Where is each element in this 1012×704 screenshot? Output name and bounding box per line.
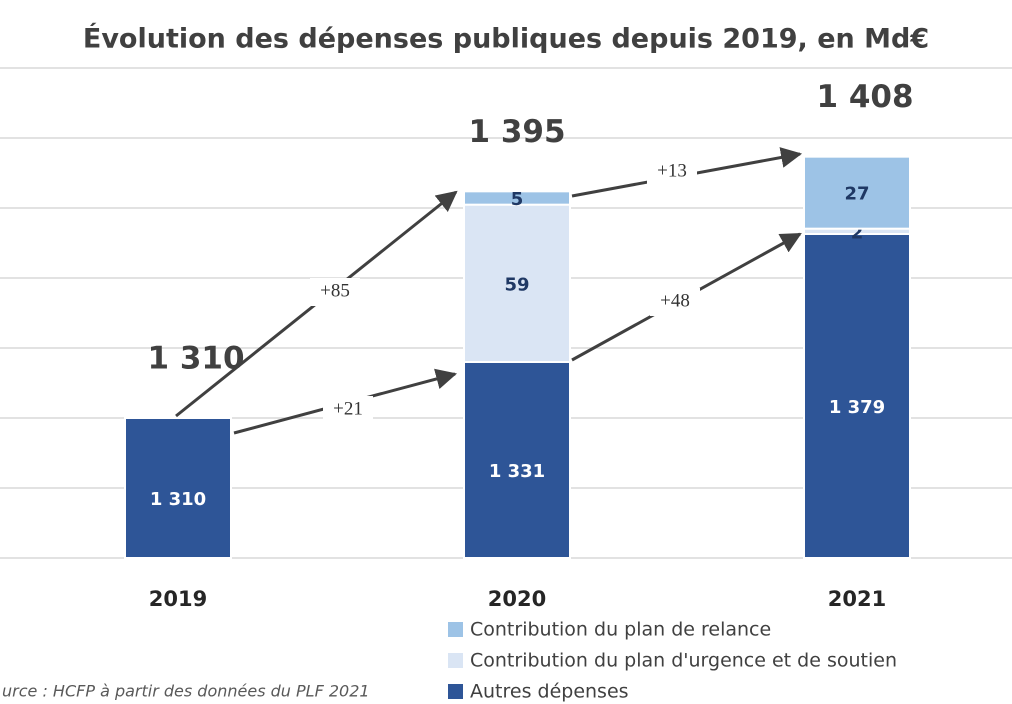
x-tick-label: 2020	[488, 587, 546, 611]
label-bg	[310, 278, 360, 306]
bar-segment	[803, 233, 911, 559]
legend-label: Contribution du plan de relance	[470, 619, 771, 641]
chart-title: Évolution des dépenses publiques depuis …	[83, 23, 929, 55]
total-label: 1 395	[468, 114, 565, 150]
legend-swatch	[448, 653, 463, 668]
data-label: 27	[844, 184, 869, 205]
bar-segment	[463, 203, 571, 363]
total-label: 1 310	[147, 341, 244, 377]
data-label: 1 379	[829, 397, 885, 418]
legend-label: Contribution du plan d'urgence et de sou…	[470, 650, 897, 672]
label-bg	[323, 396, 373, 424]
data-label: 1 331	[489, 461, 545, 482]
annotation: +48	[660, 290, 690, 311]
label-bg	[647, 158, 697, 186]
legend-label: Autres dépenses	[470, 681, 629, 703]
data-label: 59	[504, 274, 529, 295]
label-bg	[650, 288, 700, 316]
annotation: +13	[657, 160, 687, 181]
annotation: +21	[333, 398, 363, 419]
data-label: 1 310	[150, 489, 206, 510]
x-tick-label: 2021	[828, 587, 886, 611]
legend-swatch	[448, 684, 463, 699]
bar-segment	[124, 417, 232, 559]
legend-swatch	[448, 622, 463, 637]
source: urce : HCFP à partir des données du PLF …	[2, 682, 370, 701]
bar-segment	[463, 361, 571, 559]
x-tick-label: 2019	[149, 587, 207, 611]
bar-segment	[803, 155, 911, 230]
data-label: 5	[511, 189, 524, 210]
total-label: 1 408	[816, 79, 913, 115]
bar-segment	[463, 190, 571, 206]
annotation: +85	[320, 280, 350, 301]
